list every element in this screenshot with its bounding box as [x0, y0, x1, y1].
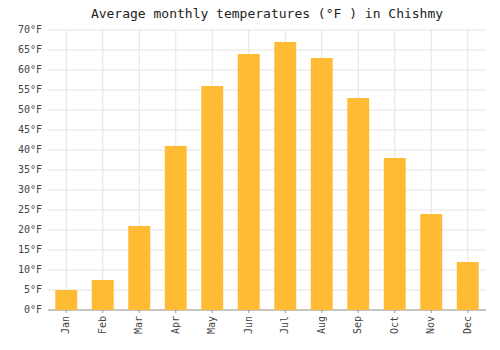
- y-tick-label: 5°F: [24, 284, 42, 295]
- grid-line: [48, 50, 486, 51]
- bar: [128, 226, 150, 310]
- grid-line: [66, 30, 67, 310]
- grid-line: [48, 170, 486, 171]
- x-tick-label: Aug: [316, 316, 327, 334]
- bar: [92, 280, 114, 310]
- x-tick-label: Jan: [60, 316, 71, 334]
- x-tick-label: Sep: [352, 316, 363, 334]
- grid-line: [48, 190, 486, 191]
- x-tick-label: May: [206, 316, 217, 334]
- bar: [311, 58, 333, 310]
- axes: 0°F 5°F 10°F 15°F 20°F 25°F 30°F 35°F 40°F 45°F 50…: [18, 24, 486, 334]
- grid-line: [48, 130, 486, 131]
- bar: [238, 54, 260, 310]
- x-tick-label: Nov: [425, 316, 436, 334]
- bar: [457, 262, 479, 310]
- chart: 0°F 5°F 10°F 15°F 20°F 25°F 30°F 35°F 40°F 45°F 50…: [0, 0, 500, 350]
- bar: [274, 42, 296, 310]
- grid: [48, 30, 486, 310]
- y-tick-label: 30°F: [18, 184, 42, 195]
- grid-line: [48, 110, 486, 111]
- title: Average monthly temperatures (°F ) in Ch…: [91, 6, 443, 21]
- y-tick-label: 0°F: [24, 304, 42, 315]
- x-tick-label: Jul: [279, 316, 290, 334]
- bar: [165, 146, 187, 310]
- x-tick-label: Oct: [389, 316, 400, 334]
- y-tick-label: 60°F: [18, 64, 42, 75]
- y-tick-label: 55°F: [18, 84, 42, 95]
- grid-line: [48, 30, 486, 31]
- bar: [347, 98, 369, 310]
- bar: [384, 158, 406, 310]
- x-tick-label: Apr: [170, 316, 181, 334]
- y-tick-label: 15°F: [18, 244, 42, 255]
- y-tick-label: 40°F: [18, 144, 42, 155]
- x-tick-label: Mar: [133, 316, 144, 334]
- y-tick-label: 25°F: [18, 204, 42, 215]
- y-tick-label: 65°F: [18, 44, 42, 55]
- y-tick-label: 50°F: [18, 104, 42, 115]
- y-tick-label: 70°F: [18, 24, 42, 35]
- grid-line: [48, 90, 486, 91]
- grid-line: [102, 30, 103, 310]
- grid-line: [48, 150, 486, 151]
- bar: [201, 86, 223, 310]
- y-tick-label: 10°F: [18, 264, 42, 275]
- y-tick-label: 35°F: [18, 164, 42, 175]
- x-tick-label: Jun: [243, 316, 254, 334]
- y-tick-label: 45°F: [18, 124, 42, 135]
- grid-line: [48, 210, 486, 211]
- y-tick-label: 20°F: [18, 224, 42, 235]
- grid-line: [48, 70, 486, 71]
- x-tick-label: Dec: [462, 316, 473, 334]
- bar: [420, 214, 442, 310]
- bars: [55, 42, 478, 310]
- bar: [55, 290, 77, 310]
- x-tick-label: Feb: [97, 316, 108, 334]
